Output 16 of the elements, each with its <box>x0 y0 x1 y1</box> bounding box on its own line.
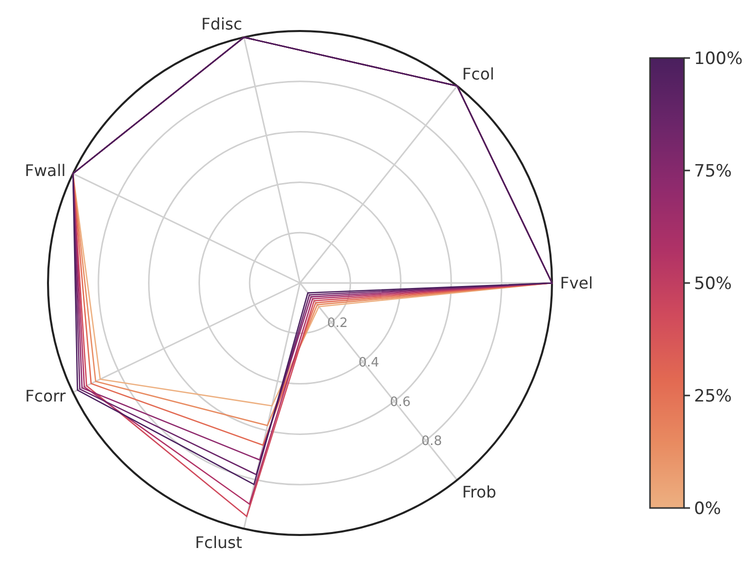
spoke-label: Fcol <box>462 64 494 84</box>
y-tick-label: 0.6 <box>390 394 411 410</box>
y-tick-label: 0.8 <box>421 434 442 450</box>
spoke-label: Fcorr <box>25 386 66 406</box>
spoke-label: Fdisc <box>201 14 242 34</box>
y-tick-label: 0.4 <box>358 355 380 370</box>
text: 0% <box>694 498 721 519</box>
text: 100% <box>694 48 743 69</box>
text: 50% <box>694 274 732 294</box>
spoke-label: Frob <box>462 482 496 502</box>
spoke-label: Fvel <box>560 274 593 293</box>
text: 25% <box>694 386 732 406</box>
text: 75% <box>694 161 732 182</box>
spoke-label: Fclust <box>194 532 242 552</box>
spoke-label: Fwall <box>24 160 66 180</box>
y-tick-label: 0.2 <box>327 316 348 331</box>
